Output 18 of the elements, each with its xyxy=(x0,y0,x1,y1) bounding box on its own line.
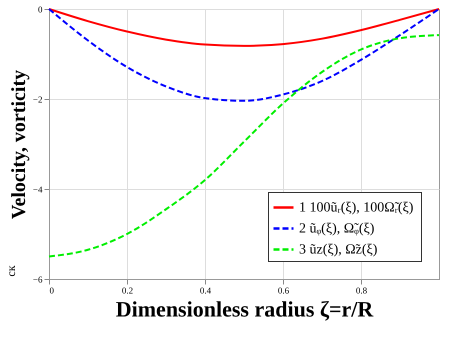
y-tick-label: −6 xyxy=(32,274,43,284)
x-tick-label: 0.4 xyxy=(200,286,212,296)
line-series xyxy=(48,8,440,47)
x-axis-title: Dimensionless radius ζ=r/R xyxy=(116,296,374,322)
y-axis-title: Velocity, vorticity xyxy=(8,70,30,220)
legend-label: 2 ũᵩ(ξ), Ω̃ᵩ(ξ) xyxy=(299,222,375,236)
x-tick-label: 0.2 xyxy=(122,286,134,296)
x-tick-label: 0.8 xyxy=(356,286,368,296)
legend-label: 1 100ũᵣ(ξ), 100Ω̃ᵣ(ξ) xyxy=(299,200,414,216)
x-tick-label: 0 xyxy=(50,286,54,296)
text: ск xyxy=(4,265,18,277)
y-tick-label: −4 xyxy=(32,184,43,194)
y-tick-label: −2 xyxy=(32,94,42,104)
x-tick-label: 0.6 xyxy=(278,286,290,296)
line-series xyxy=(48,34,440,258)
line-series xyxy=(48,8,440,102)
y-tick-label: 0 xyxy=(38,4,43,14)
legend-label: 3 ũz(ξ), Ω̃z(ξ) xyxy=(299,242,378,258)
